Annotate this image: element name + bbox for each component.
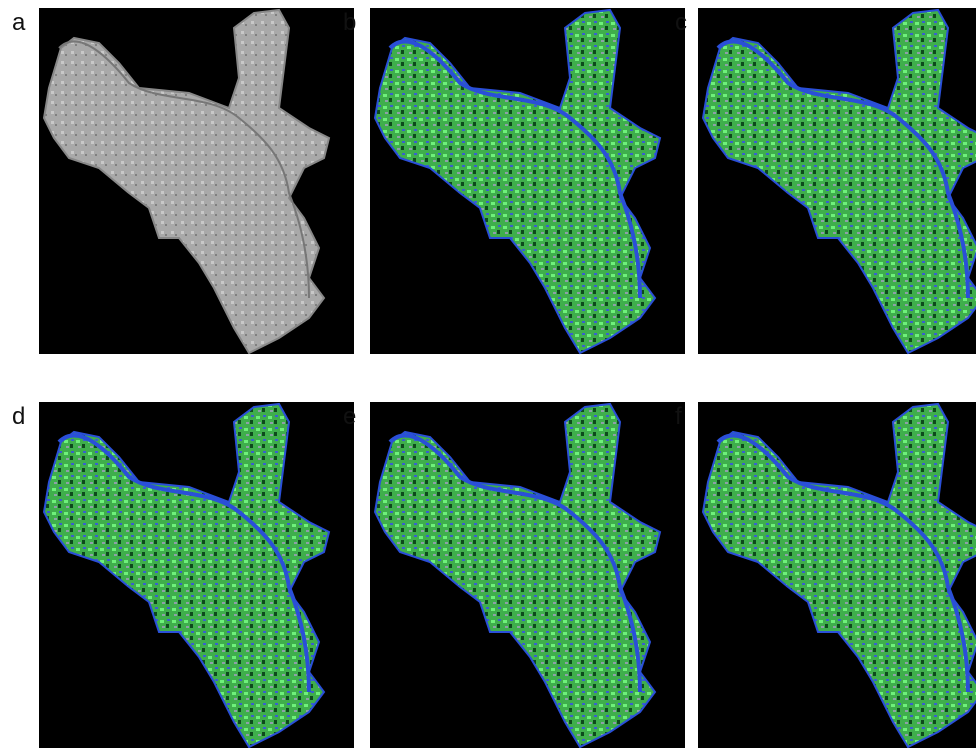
panel [370,8,685,354]
panel-label: f [675,403,682,430]
panel-label: e [343,403,356,430]
figure: a b c d e f [0,0,976,748]
panel [39,8,354,354]
panel [698,402,976,748]
panel-label: a [12,9,26,36]
panel [39,402,354,748]
page: abcdef (() => { const data = JSON.parse(… [0,0,976,748]
panel-label: c [675,9,687,36]
panel [698,8,976,354]
panel-label: b [343,9,356,36]
panel-grid: a b c d e f [12,8,976,748]
panel [370,402,685,748]
panel-label: d [12,403,25,430]
